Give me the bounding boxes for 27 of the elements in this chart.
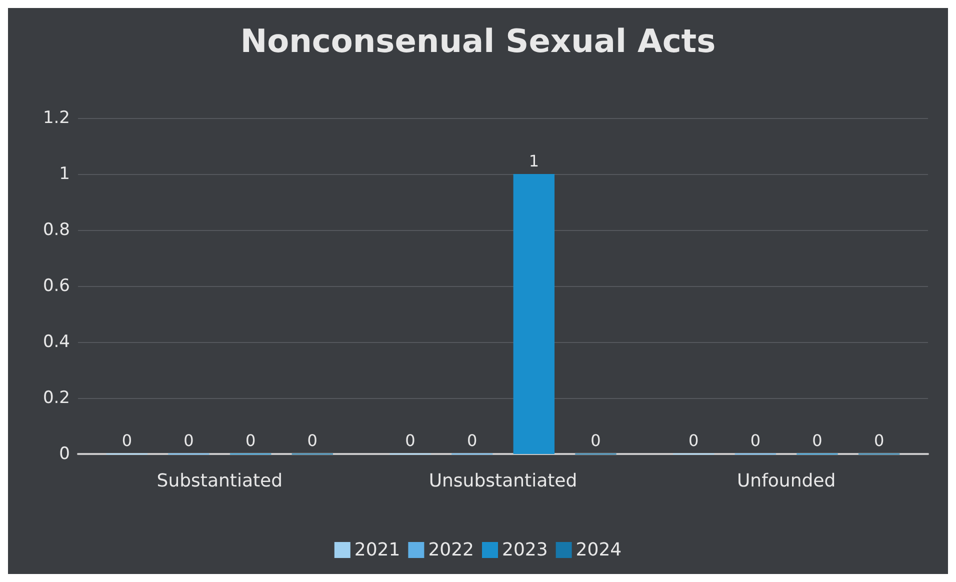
y-tick-label: 0.6 [42, 276, 70, 296]
data-label: 0 [466, 431, 478, 450]
x-tick-label: Unfounded [736, 470, 836, 492]
y-tick-label: 0.2 [42, 388, 70, 408]
data-label: 0 [122, 431, 132, 450]
x-tick-label: Substantiated [156, 470, 283, 492]
data-label: 0 [307, 431, 318, 450]
x-tick-label: Unsubstantiated [428, 470, 578, 492]
legend-label: 2024 [576, 540, 622, 560]
data-label: 0 [812, 431, 822, 450]
data-label: 0 [688, 431, 699, 450]
data-label: 0 [245, 431, 256, 450]
data-label: 1 [528, 152, 540, 170]
legend-label: 2022 [428, 540, 474, 560]
y-tick-label: 0.4 [42, 332, 70, 352]
data-label: 0 [405, 431, 416, 450]
legend-label: 2021 [354, 540, 400, 560]
y-tick-label: 0.8 [42, 220, 70, 240]
data-label: 0 [590, 431, 601, 450]
legend-label: 2023 [502, 540, 548, 560]
data-label: 0 [750, 431, 761, 450]
data-label: 0 [184, 431, 194, 450]
chart-title: Nonconsenual Sexual Acts [240, 22, 716, 60]
data-label: 0 [874, 431, 884, 450]
y-tick-label: 0 [59, 444, 70, 464]
y-tick-label: 1 [59, 164, 70, 184]
y-tick-label: 1.2 [42, 108, 70, 128]
